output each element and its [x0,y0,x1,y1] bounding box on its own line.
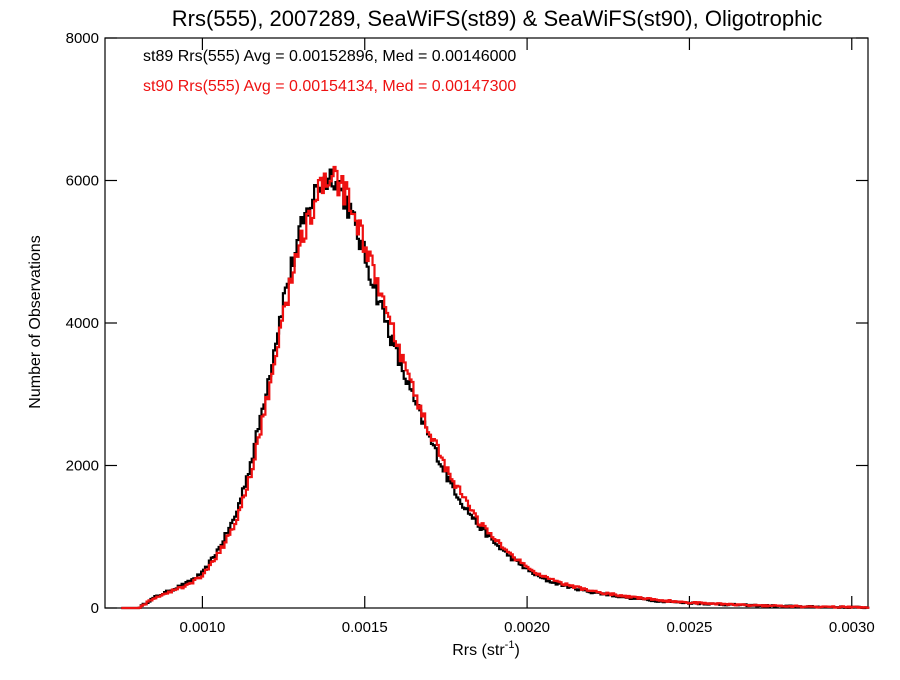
x-tick-label: 0.0010 [179,619,225,636]
y-axis-label: Number of Observations [27,235,44,408]
plot-frame [104,37,869,609]
chart-title: Rrs(555), 2007289, SeaWiFS(st89) & SeaWi… [172,6,822,31]
y-tick-label: 8000 [66,30,99,47]
x-axis-label: Rrs (str-1) [452,639,520,659]
legend-entry-st90: st90 Rrs(555) Avg = 0.00154134, Med = 0.… [143,78,516,95]
x-tick-label: 0.0020 [504,619,550,636]
x-tick-label: 0.0030 [829,619,875,636]
series-line-st90 [121,165,870,610]
x-tick-label: 0.0015 [342,619,388,636]
x-tick-label: 0.0025 [666,619,712,636]
y-tick-label: 4000 [66,315,99,332]
series-group [121,165,870,610]
y-tick-label: 6000 [66,173,99,190]
x-axis-label-tail: ) [514,642,519,659]
y-tick-label: 0 [91,600,99,617]
y-tick-label: 2000 [66,458,99,475]
y-axis-ticks: 0 2000 4000 6000 8000 [66,30,868,617]
x-axis-label-base: Rrs (str [452,642,505,659]
x-axis-label-sup: -1 [505,639,515,651]
x-axis-ticks: 0.0010 0.0015 0.0020 0.0025 0.0030 [179,38,875,636]
legend-entry-st89: st89 Rrs(555) Avg = 0.00152896, Med = 0.… [143,48,516,65]
